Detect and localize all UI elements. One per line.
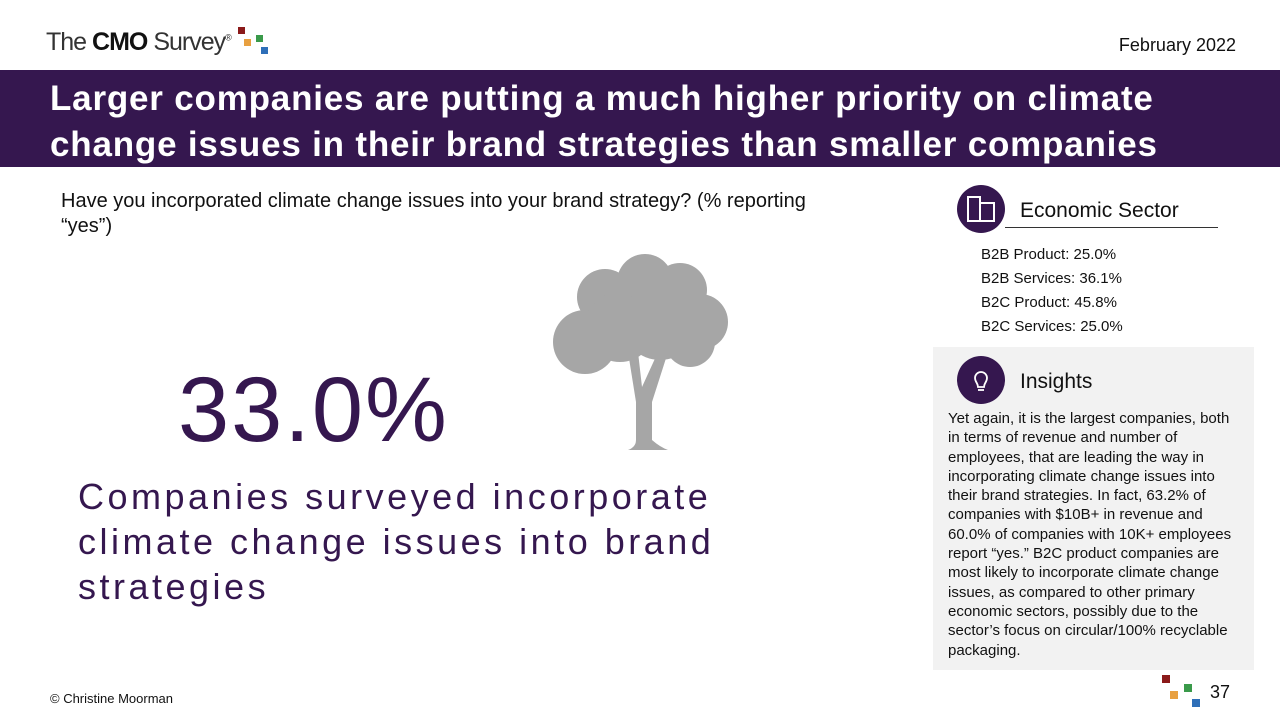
sector-item: B2C Services: 25.0% xyxy=(981,318,1123,335)
logo-survey: Survey xyxy=(153,28,226,56)
logo-squares xyxy=(238,27,268,54)
insights-title: Insights xyxy=(1020,370,1093,393)
sector-list: B2B Product: 25.0% B2B Services: 36.1% B2C… xyxy=(981,243,1123,339)
logo-mark: ® xyxy=(225,32,232,43)
footer-squares xyxy=(1162,675,1200,707)
sector-item: B2C Product: 45.8% xyxy=(981,294,1117,311)
tree-icon xyxy=(553,254,728,450)
logo-cmo: CMO xyxy=(92,28,148,56)
question: Have you incorporated climate change iss… xyxy=(61,190,806,237)
bulb-icon xyxy=(957,356,1005,404)
page-number: 37 xyxy=(1210,682,1231,702)
stat-caption: Companies surveyed incorporate climate c… xyxy=(78,476,715,607)
title: Larger companies are putting a much high… xyxy=(50,79,1158,164)
title-banner xyxy=(0,70,1280,167)
building-icon xyxy=(957,185,1005,233)
logo: The CMO Survey® xyxy=(46,28,232,57)
stat-value: 33.0% xyxy=(178,359,449,461)
divider xyxy=(1005,227,1218,228)
insights-body: Yet again, it is the largest companies, … xyxy=(948,410,1232,659)
sector-title: Economic Sector xyxy=(1020,199,1179,222)
date: February 2022 xyxy=(1118,35,1236,55)
sector-item: B2B Services: 36.1% xyxy=(981,270,1122,287)
sector-item: B2B Product: 25.0% xyxy=(981,246,1117,263)
logo-the: The xyxy=(46,28,87,56)
copyright: © Christine Moorman xyxy=(50,691,174,706)
